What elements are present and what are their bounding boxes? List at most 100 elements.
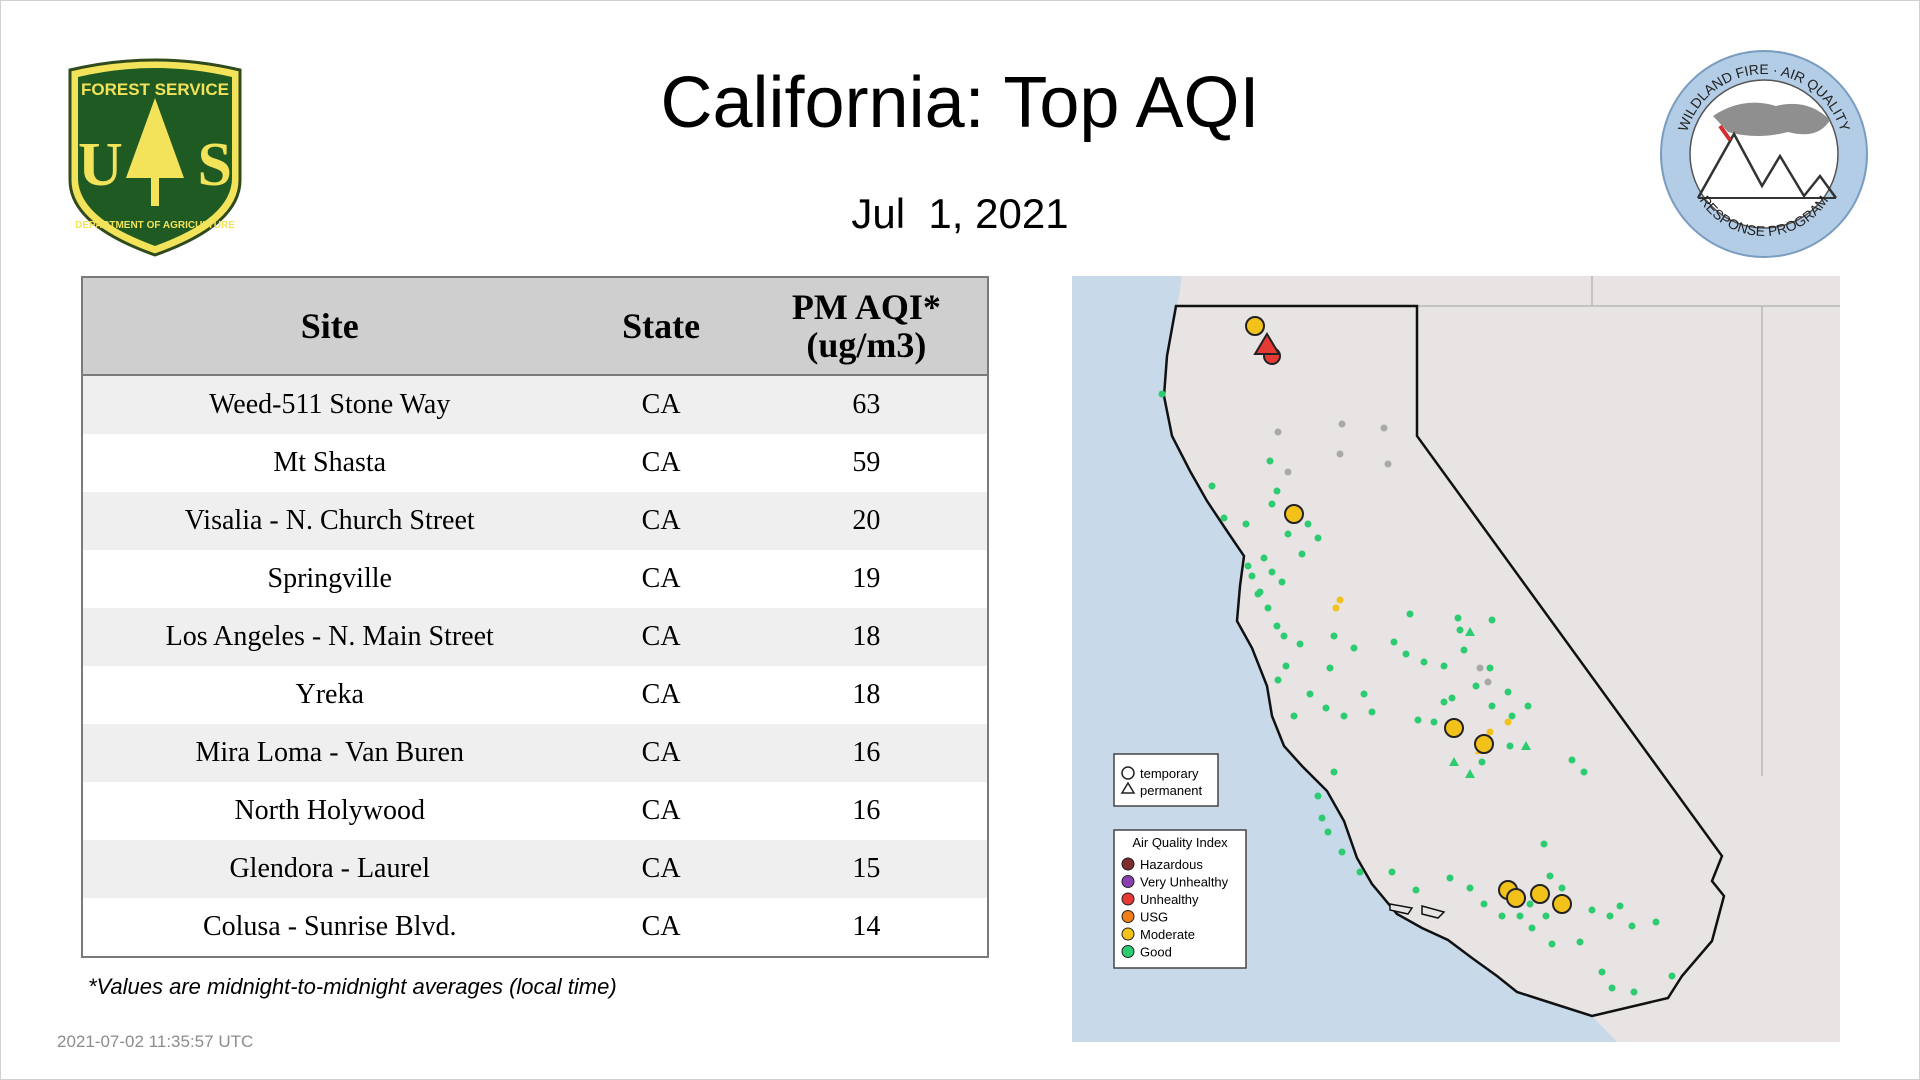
site-marker (1440, 662, 1448, 670)
site-marker (1484, 678, 1492, 686)
site-marker (1158, 390, 1166, 398)
aqi-legend-label: Unhealthy (1140, 892, 1199, 907)
site-marker (1245, 316, 1265, 336)
cell-aqi: 18 (745, 666, 988, 724)
site-marker (1356, 868, 1364, 876)
site-marker (1273, 622, 1281, 630)
site-marker (1284, 504, 1304, 524)
cell-site: Mira Loma - Van Buren (82, 724, 577, 782)
aqi-legend: Air Quality Index Hazardous Very Unhealth… (1113, 829, 1247, 969)
site-marker (1420, 658, 1428, 666)
site-marker (1558, 884, 1566, 892)
site-marker (1568, 756, 1576, 764)
table-row: Springville CA 19 (82, 550, 988, 608)
site-marker (1504, 718, 1512, 726)
site-marker (1540, 840, 1548, 848)
site-marker (1616, 902, 1624, 910)
site-marker (1521, 741, 1531, 750)
temporary-symbol (1121, 766, 1135, 780)
cell-state: CA (576, 608, 746, 666)
site-marker (1278, 578, 1286, 586)
cell-site: North Holywood (82, 782, 577, 840)
site-marker (1284, 530, 1292, 538)
site-marker (1326, 664, 1334, 672)
report-date: Jul 1, 2021 (851, 190, 1069, 237)
footnote: *Values are midnight-to-midnight average… (88, 974, 617, 999)
table-row: Weed-511 Stone Way CA 63 (82, 375, 988, 434)
site-marker (1546, 872, 1554, 880)
california-aqi-map: temporary permanent Air Quality Index Ha… (1072, 276, 1840, 1042)
site-marker (1273, 487, 1281, 495)
site-marker (1390, 638, 1398, 646)
site-marker (1340, 712, 1348, 720)
map-land (1164, 276, 1840, 1042)
aqi-legend-label: Good (1140, 945, 1172, 960)
site-marker (1350, 644, 1358, 652)
site-marker (1414, 716, 1422, 724)
aqi-legend-swatch (1121, 927, 1135, 941)
cell-state: CA (576, 434, 746, 492)
site-marker (1388, 868, 1396, 876)
site-marker (1628, 922, 1636, 930)
site-marker (1406, 610, 1414, 618)
site-marker (1298, 550, 1306, 558)
aqi-legend-swatch (1121, 910, 1135, 923)
site-marker (1220, 514, 1228, 522)
aqi-legend-swatch (1121, 857, 1135, 871)
aqi-legend-title: Air Quality Index (1132, 835, 1228, 850)
cell-aqi: 16 (745, 724, 988, 782)
site-marker (1274, 676, 1282, 684)
site-marker (1444, 718, 1464, 738)
svg-text:FOREST SERVICE: FOREST SERVICE (81, 80, 229, 99)
site-marker (1412, 886, 1420, 894)
header-aqi-line2: (ug/m3) (806, 325, 927, 365)
site-marker (1208, 482, 1216, 490)
site-marker (1274, 428, 1282, 436)
site-marker (1466, 884, 1474, 892)
site-marker (1322, 704, 1330, 712)
site-marker (1608, 984, 1616, 992)
generated-timestamp: 2021-07-02 11:35:57 UTC (57, 1032, 254, 1051)
aqi-legend-swatch (1121, 945, 1135, 958)
site-marker (1474, 734, 1494, 754)
site-marker (1472, 682, 1480, 690)
header-pm-aqi: PM AQI* (ug/m3) (745, 277, 988, 376)
site-marker (1260, 554, 1268, 562)
table-header-row: Site State PM AQI* (ug/m3) (82, 277, 988, 376)
site-marker (1384, 460, 1392, 468)
site-marker (1440, 698, 1448, 706)
site-marker (1486, 664, 1494, 672)
site-marker (1542, 912, 1550, 920)
site-marker (1508, 712, 1516, 720)
cell-aqi: 18 (745, 608, 988, 666)
cell-site: Glendora - Laurel (82, 840, 577, 898)
cell-aqi: 63 (745, 375, 988, 434)
site-marker (1248, 572, 1256, 580)
site-marker (1454, 614, 1462, 622)
site-marker (1368, 708, 1376, 716)
cell-state: CA (576, 840, 746, 898)
cell-aqi: 16 (745, 782, 988, 840)
site-marker (1486, 728, 1494, 736)
site-marker (1448, 694, 1456, 702)
aqi-legend-label: Hazardous (1140, 857, 1203, 872)
site-marker (1652, 918, 1660, 926)
site-marker (1524, 702, 1532, 710)
site-marker (1668, 972, 1676, 980)
site-marker (1338, 420, 1346, 428)
california-outline (1162, 304, 1726, 1018)
cell-aqi: 15 (745, 840, 988, 898)
aqi-legend-swatch (1121, 875, 1135, 888)
aqi-legend-label: USG (1140, 910, 1168, 925)
site-marker (1526, 900, 1534, 908)
site-marker (1516, 912, 1524, 920)
site-marker (1332, 604, 1340, 612)
site-marker (1296, 640, 1304, 648)
wildland-fire-logo: WILDLAND FIRE · AIR QUALITY RESPONSE PRO… (1660, 50, 1868, 258)
aqi-legend-label: Very Unhealthy (1140, 875, 1229, 890)
site-marker (1598, 968, 1606, 976)
table-row: Mira Loma - Van Buren CA 16 (82, 724, 988, 782)
site-marker (1530, 884, 1550, 904)
table-row: Colusa - Sunrise Blvd. CA 14 (82, 898, 988, 957)
cell-site: Los Angeles - N. Main Street (82, 608, 577, 666)
